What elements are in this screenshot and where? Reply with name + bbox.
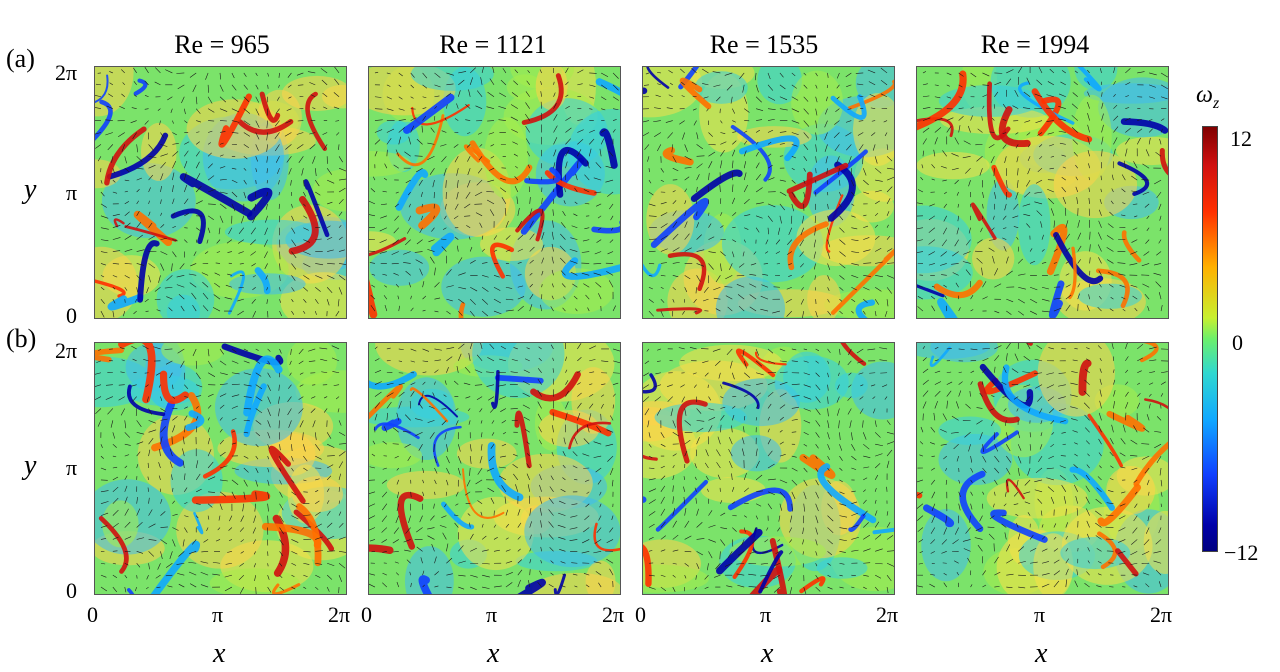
x-tick-2pi-col-1: 2π [328, 602, 351, 627]
x-tick-2pi-col-3: 2π [876, 602, 899, 627]
x-tick-pi-col-3: π [760, 602, 772, 627]
colorbar-symbol: ω [1196, 82, 1213, 108]
x-tick-2pi-col-4: 2π [1150, 602, 1173, 627]
y-axis-label-row-a: y [24, 174, 37, 205]
x-tick-pi-col-1: π [212, 602, 224, 627]
colorbar-mid-label: 0 [1232, 330, 1243, 355]
y-tick-pi-row-b: π [66, 455, 78, 480]
vorticity-field [369, 67, 620, 318]
vorticity-panel-b-re-1994 [916, 342, 1169, 595]
colorbar-max-label: 12 [1230, 126, 1252, 151]
x-axis-label-col-4: x [1035, 638, 1048, 669]
vorticity-field [95, 67, 346, 318]
column-title-re-1535: Re = 1535 [709, 30, 819, 59]
x-tick-pi-col-4: π [1034, 602, 1046, 627]
x-tick-2pi-col-2: 2π [602, 602, 625, 627]
vorticity-field [917, 343, 1168, 594]
row-label-a: (a) [6, 44, 35, 73]
x-tick-0-col-3: 0 [635, 602, 646, 627]
y-tick-0-row-b: 0 [66, 578, 77, 603]
y-tick-2pi-row-b: 2π [55, 338, 78, 363]
vorticity-field [643, 343, 894, 594]
vorticity-panel-a-re-1535 [642, 66, 895, 319]
vorticity-field [369, 343, 620, 594]
y-tick-2pi-row-a: 2π [55, 60, 78, 85]
vorticity-panel-a-re-965 [94, 66, 347, 319]
vorticity-panel-a-re-1994 [916, 66, 1169, 319]
colorbar [1202, 126, 1218, 552]
vorticity-field [643, 67, 894, 318]
y-axis-label-row-b: y [24, 450, 37, 481]
x-tick-0-col-1: 0 [87, 602, 98, 627]
vorticity-field [917, 67, 1168, 318]
x-axis-label-col-3: x [761, 638, 774, 669]
vorticity-panel-b-re-965 [94, 342, 347, 595]
vorticity-panel-b-re-1535 [642, 342, 895, 595]
column-title-re-1121: Re = 1121 [439, 30, 547, 59]
x-axis-label-col-1: x [213, 638, 226, 669]
vorticity-field [95, 343, 346, 594]
x-tick-0-col-2: 0 [361, 602, 372, 627]
vorticity-panel-a-re-1121 [368, 66, 621, 319]
x-tick-pi-col-2: π [486, 602, 498, 627]
column-title-re-1994: Re = 1994 [980, 30, 1090, 59]
x-axis-label-col-2: x [487, 638, 500, 669]
colorbar-min-label: −12 [1224, 540, 1259, 565]
colorbar-subscript: z [1212, 94, 1220, 112]
y-tick-pi-row-a: π [66, 180, 78, 205]
column-title-re-965: Re = 965 [174, 30, 270, 59]
vorticity-panel-b-re-1121 [368, 342, 621, 595]
y-tick-0-row-a: 0 [66, 303, 77, 328]
colorbar-title: ωz [1196, 82, 1219, 113]
row-label-b: (b) [6, 324, 37, 353]
